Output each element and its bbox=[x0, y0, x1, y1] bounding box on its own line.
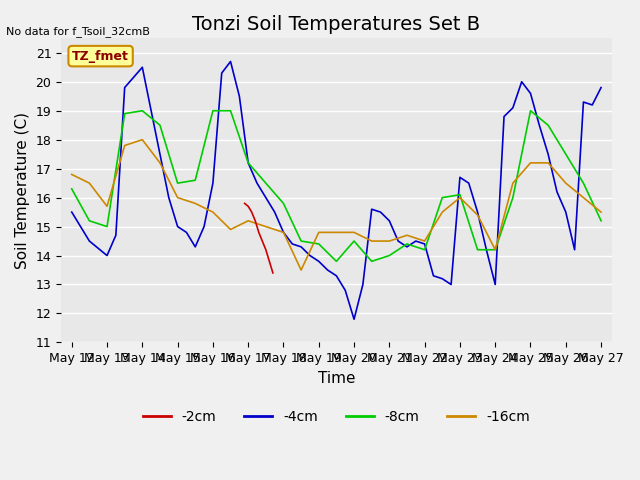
Y-axis label: Soil Temperature (C): Soil Temperature (C) bbox=[15, 112, 30, 269]
Title: Tonzi Soil Temperatures Set B: Tonzi Soil Temperatures Set B bbox=[193, 15, 481, 34]
Text: No data for f_Tsoil_32cmB: No data for f_Tsoil_32cmB bbox=[6, 25, 150, 36]
Legend: -2cm, -4cm, -8cm, -16cm: -2cm, -4cm, -8cm, -16cm bbox=[138, 404, 536, 429]
Text: TZ_fmet: TZ_fmet bbox=[72, 49, 129, 62]
X-axis label: Time: Time bbox=[317, 371, 355, 386]
